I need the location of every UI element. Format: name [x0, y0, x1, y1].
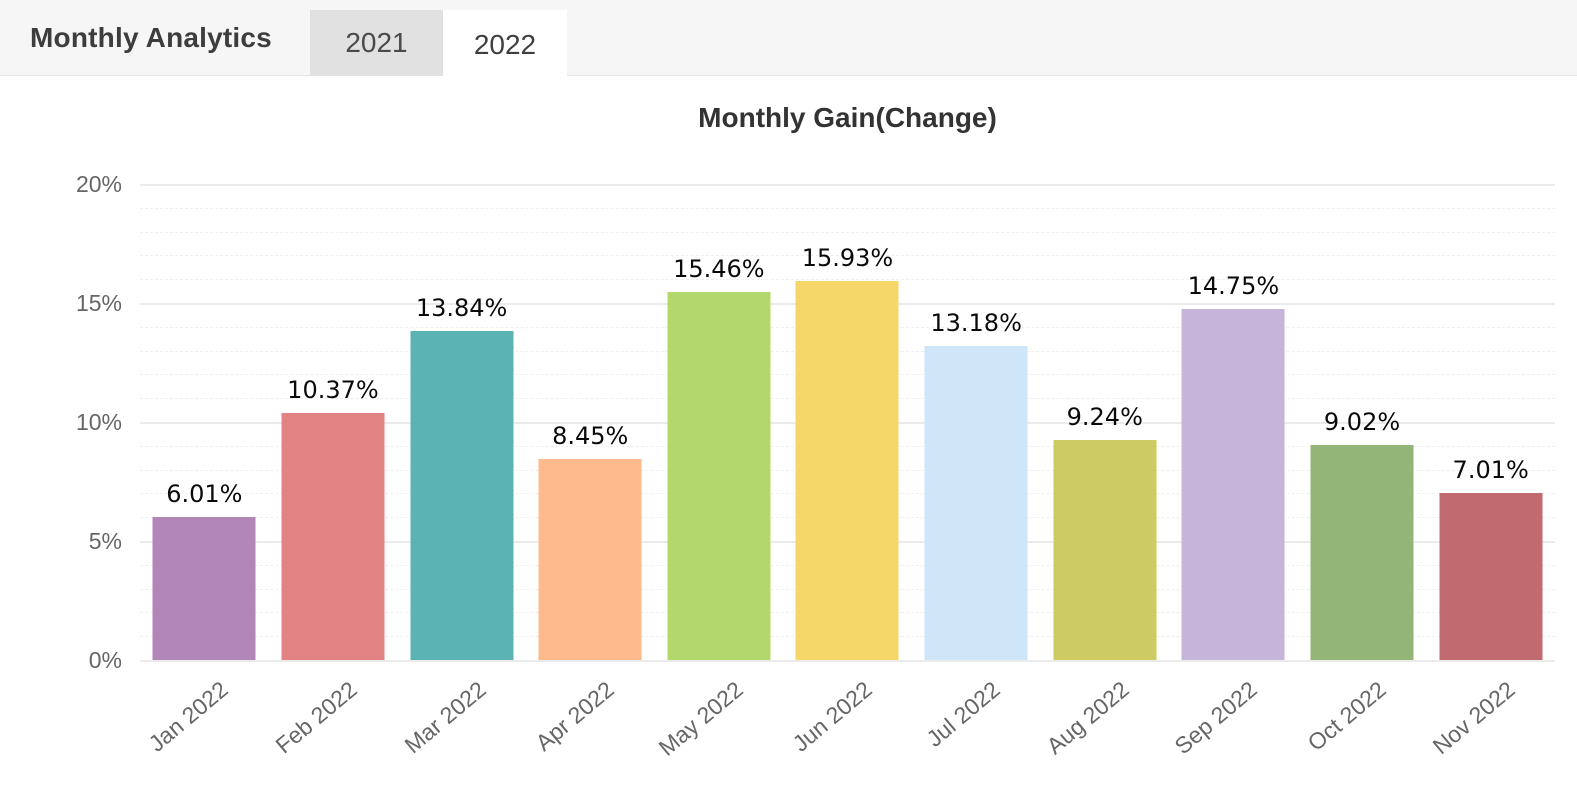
- bar-slot: 13.84%: [397, 184, 526, 660]
- x-axis-category-label: Jan 2022: [143, 676, 234, 757]
- bar-slot: 9.02%: [1298, 184, 1427, 660]
- y-axis-tick-label: 5%: [88, 528, 122, 554]
- gridline-major: [140, 184, 1555, 186]
- monthly-gain-chart: Monthly Gain(Change) 6.01% 10.37% 13.84% 8.…: [0, 76, 1577, 806]
- x-axis-category-label: May 2022: [653, 676, 748, 761]
- y-axis-tick-label: 20%: [75, 171, 122, 197]
- bar-value-label: 13.84%: [415, 293, 508, 322]
- bar-apr-2022[interactable]: [538, 458, 642, 660]
- bar-slot: 8.45%: [526, 184, 655, 660]
- y-axis-tick-label: 0%: [88, 647, 122, 673]
- bar-slot: 9.24%: [1040, 184, 1169, 660]
- x-axis-category-label: Nov 2022: [1427, 676, 1520, 760]
- bar-feb-2022[interactable]: [281, 413, 385, 660]
- bar-value-label: 15.93%: [801, 243, 894, 272]
- bar-mar-2022[interactable]: [410, 330, 514, 660]
- bar-value-label: 7.01%: [1452, 456, 1529, 485]
- bar-value-label: 10.37%: [287, 376, 379, 405]
- bar-value-label: 8.45%: [552, 421, 629, 450]
- x-axis-category-label: Mar 2022: [399, 676, 491, 759]
- bar-jul-2022[interactable]: [924, 346, 1028, 660]
- x-axis-category-label: Oct 2022: [1302, 676, 1391, 756]
- bar-value-label: 9.24%: [1066, 403, 1143, 432]
- bar-value-label: 13.18%: [930, 309, 1022, 338]
- gridline-minor: [140, 279, 1555, 281]
- bar-value-label: 6.01%: [166, 479, 243, 508]
- bar-jan-2022[interactable]: [152, 516, 256, 660]
- x-axis-category-label: Apr 2022: [530, 676, 619, 756]
- y-axis-tick-label: 15%: [75, 290, 122, 316]
- gridline-minor: [140, 231, 1555, 233]
- page-title: Monthly Analytics: [30, 21, 272, 53]
- bar-slot: 13.18%: [912, 184, 1041, 660]
- x-axis-category-label: Jul 2022: [921, 676, 1005, 752]
- gridline-minor: [140, 207, 1555, 209]
- x-axis-category-label: Feb 2022: [270, 676, 362, 759]
- bar-aug-2022[interactable]: [1053, 440, 1157, 660]
- gridline-minor: [140, 255, 1555, 257]
- bar-oct-2022[interactable]: [1310, 445, 1414, 660]
- bar-slot: 14.75%: [1169, 184, 1298, 660]
- bar-may-2022[interactable]: [667, 292, 771, 660]
- x-axis-category-label: Jun 2022: [787, 676, 877, 757]
- gridline-major: [140, 660, 1555, 662]
- bar-slot: 15.93%: [783, 184, 912, 660]
- bar-sep-2022[interactable]: [1181, 308, 1285, 660]
- plot-area: 6.01% 10.37% 13.84% 8.45% 15.46% 15.93% 13.18%…: [140, 184, 1555, 662]
- bar-slot: 10.37%: [269, 184, 398, 660]
- bar-slot: 15.46%: [655, 184, 784, 660]
- bar-slot: 6.01%: [140, 184, 269, 660]
- bar-slot: 7.01%: [1426, 184, 1555, 660]
- y-axis-tick-label: 10%: [75, 409, 122, 435]
- bar-value-label: 14.75%: [1187, 271, 1280, 300]
- header: Monthly Analytics 2021 2022: [0, 0, 1577, 80]
- bar-nov-2022[interactable]: [1439, 493, 1543, 660]
- bar-jun-2022[interactable]: [795, 280, 899, 660]
- x-axis-category-label: Sep 2022: [1169, 676, 1263, 760]
- chart-title: Monthly Gain(Change): [698, 102, 997, 133]
- tab-2021[interactable]: 2021: [310, 10, 443, 76]
- bar-value-label: 15.46%: [673, 255, 765, 284]
- x-axis-category-label: Aug 2022: [1041, 676, 1134, 760]
- bar-value-label: 9.02%: [1323, 408, 1401, 437]
- tab-2022[interactable]: 2022: [443, 10, 567, 80]
